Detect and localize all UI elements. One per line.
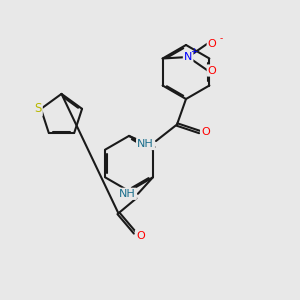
Text: N: N bbox=[184, 52, 192, 62]
Text: O: O bbox=[208, 38, 217, 49]
Text: O: O bbox=[208, 65, 217, 76]
Text: O: O bbox=[201, 127, 210, 137]
Text: S: S bbox=[34, 102, 42, 115]
Text: NH: NH bbox=[119, 189, 136, 199]
Text: NH: NH bbox=[137, 139, 154, 149]
Text: -: - bbox=[220, 34, 223, 43]
Text: +: + bbox=[190, 47, 197, 56]
Text: O: O bbox=[136, 231, 145, 241]
